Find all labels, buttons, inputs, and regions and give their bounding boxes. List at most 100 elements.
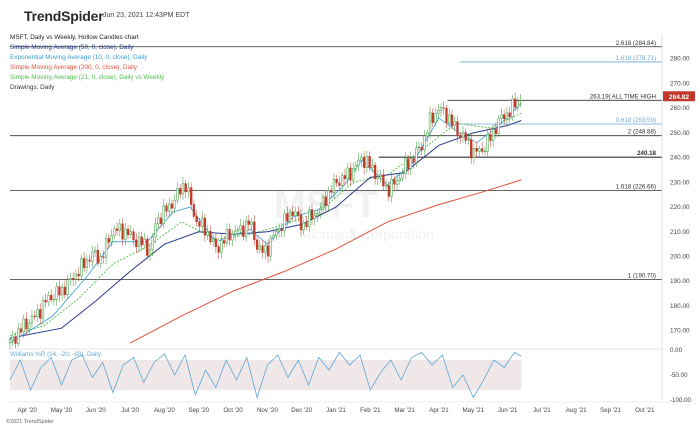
y-tick-label: 200.00 [670,254,690,261]
candle-body [93,250,97,253]
candle-body [404,158,407,174]
candle-body [140,236,143,246]
candle-body [357,159,360,166]
candle-body [115,228,119,231]
y-tick-label: 180.00 [670,303,690,310]
candle-body [170,203,174,209]
candle-body [390,178,393,197]
x-tick-label: Aug '20 [154,407,175,414]
legend-sma-21: Simple Moving Average (21, 0, close), Da… [10,74,165,81]
candle-body [395,180,399,185]
candle-body [28,322,31,330]
candle-body [319,208,322,215]
candle-body [376,176,380,179]
candle-body [146,238,149,256]
x-tick-label: Oct '21 [635,407,655,414]
sma-21-weekly-line [9,112,522,337]
candle-body [187,187,190,193]
candle-body [343,175,347,180]
candle-body [508,112,511,118]
y-tick-label: 190.00 [670,278,690,285]
candle-body [475,148,478,152]
candle-body [365,156,369,168]
candle-body [371,164,374,169]
y-tick-label: 250.00 [670,130,690,137]
brand-name: TrendSpider [24,8,104,24]
sma-50-line [9,120,522,339]
candle-body [379,174,382,177]
x-tick-label: May '20 [51,407,73,414]
candle-body [239,225,242,230]
candle-body [181,183,185,195]
candle-body [346,167,349,180]
level-label: 2.618 (284.84) [616,40,656,47]
candle-body [225,229,229,244]
candle-body [316,213,319,217]
candle-body [368,156,371,169]
candle-body [151,236,154,250]
last-price-label: 264.82 [669,94,690,101]
candle-body [431,112,434,123]
x-tick-label: Sep '21 [600,407,621,414]
x-tick-label: Jul '21 [533,407,551,414]
x-tick-label: Aug '21 [566,407,587,414]
candle-body [211,238,215,242]
candle-body [297,211,300,216]
y-tick-label: 220.00 [670,204,690,211]
candle-body [77,273,80,277]
candle-body [420,146,423,151]
candle-body [242,225,245,237]
candle-body [47,295,50,303]
candle-body [22,318,25,332]
candle-body [489,134,492,141]
candle-body [25,318,28,330]
candle-body [154,223,157,238]
candle-body [299,214,303,231]
candle-body [118,223,121,231]
candle-body [305,222,308,227]
legend-ema-10: Exponential Moving Average (10, 0, close… [10,54,148,61]
candle-body [52,299,56,301]
candle-body [201,217,204,227]
candle-body [143,238,146,246]
candle-body [280,228,283,231]
candle-body [195,216,198,222]
chart-datetime: Jun 23, 2021 12:43PM EDT [103,12,190,19]
candle-body [511,98,514,118]
candle-body [66,279,69,295]
candle-body [401,173,404,179]
candle-body [478,148,481,152]
candle-body [516,100,520,108]
candle-body [302,222,305,231]
candle-body [44,300,47,303]
candle-body [341,175,344,186]
x-tick-label: Nov '20 [257,407,278,414]
candle-body [502,114,506,119]
candle-body [91,251,94,262]
candle-body [247,220,250,225]
candle-body [277,228,281,232]
candle-body [231,233,234,241]
x-tick-label: Jun '21 [498,407,518,414]
candle-body [481,148,484,152]
candle-body [417,146,421,149]
candle-body [387,185,390,197]
candle-body [324,196,327,206]
candle-body [159,217,163,225]
candle-body [190,187,193,205]
candle-body [244,220,248,237]
candle-body [459,135,462,138]
candle-body [486,134,489,152]
candle-body [184,183,187,193]
candle-body [126,228,130,236]
legend-sma-200: Simple Moving Average (200, 0, close), D… [10,64,138,71]
candle-body [308,209,311,227]
candle-body [157,217,160,224]
candle-body [330,190,333,193]
candle-body [102,256,105,258]
candle-body [310,209,314,220]
candle-body [261,245,264,253]
candle-body [283,213,286,231]
watermark-company: Microsoft Corporation [300,226,434,242]
chart-title: MSFT, Daily vs Weekly, Hollow Candles ch… [10,34,139,41]
